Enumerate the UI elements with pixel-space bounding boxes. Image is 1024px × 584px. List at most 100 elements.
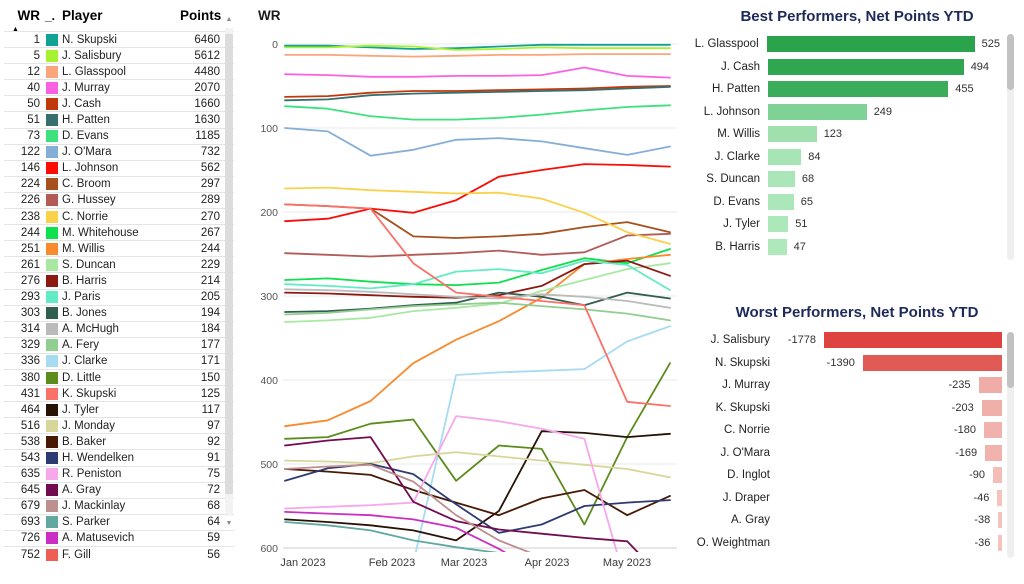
trend-line[interactable] [284,53,671,58]
table-row[interactable]: 635 R. Peniston 75 [4,465,234,482]
table-row[interactable]: 238 C. Norrie 270 [4,208,234,224]
scrollbar-thumb[interactable] [1007,34,1014,90]
positive-bar[interactable] [768,103,867,120]
bar-row[interactable]: S. Duncan 68 [690,168,1024,191]
bar-row[interactable]: N. Skupski -1390 [690,352,1024,375]
bar-row[interactable]: O. Weightman -36 [690,532,1024,555]
trend-line[interactable] [284,451,671,479]
trend-line[interactable] [284,430,671,542]
trend-line[interactable] [284,262,671,323]
bar-row[interactable]: D. Evans 65 [690,191,1024,214]
trend-line[interactable] [284,259,671,292]
bar-row[interactable]: D. Inglot -90 [690,464,1024,487]
table-row[interactable]: 293 J. Paris 205 [4,288,234,305]
trend-line[interactable] [284,104,671,121]
scroll-up-icon[interactable]: ▲ [225,16,233,23]
bar-row[interactable]: J. O'Mara -169 [690,442,1024,465]
trend-line[interactable] [284,468,671,517]
trend-line[interactable] [284,463,670,584]
scrollbar-thumb[interactable] [225,34,233,494]
table-row[interactable]: 224 C. Broom 297 [4,175,234,192]
table-row[interactable]: 752 F. Gill 56 [4,546,234,562]
table-row[interactable]: 693 S. Parker 64 [4,513,234,530]
col-header-player[interactable]: Player [62,8,103,23]
bar-row[interactable]: B. Harris 47 [690,236,1024,259]
trend-line[interactable] [284,510,670,584]
trend-line[interactable] [284,66,671,79]
table-row[interactable]: 336 J. Clarke 171 [4,352,234,369]
table-row[interactable]: 244 M. Whitehouse 267 [4,224,234,240]
trend-line[interactable] [284,362,671,526]
trend-line[interactable] [284,44,671,51]
table-row[interactable]: 726 A. Matusevich 59 [4,529,234,546]
worst-chart-scrollbar[interactable] [1007,332,1014,558]
scrollbar-track[interactable] [225,28,233,516]
table-row[interactable]: 314 A. McHugh 184 [4,320,234,337]
table-row[interactable]: 1 N. Skupski 6460 [4,31,234,47]
positive-bar[interactable] [766,36,975,53]
table-row[interactable]: 261 S. Duncan 229 [4,256,234,272]
positive-bar[interactable] [768,58,964,75]
table-row[interactable]: 431 K. Skupski 125 [4,385,234,401]
col-header-wr[interactable]: WR [17,8,41,23]
bar-row[interactable]: C. Norrie -180 [690,419,1024,442]
negative-bar[interactable] [981,399,1002,416]
trend-line[interactable] [284,415,670,584]
positive-bar[interactable] [768,81,949,98]
table-row[interactable]: 12 L. Glasspool 4480 [4,63,234,79]
positive-bar[interactable] [768,148,802,165]
table-row[interactable]: 122 J. O'Mara 732 [4,143,234,160]
positive-bar[interactable] [768,193,794,210]
table-row[interactable]: 40 J. Murray 2070 [4,79,234,95]
table-row[interactable]: 329 A. Fery 177 [4,336,234,353]
negative-bar[interactable] [978,377,1002,394]
bar-row[interactable]: J. Salisbury -1778 [690,329,1024,352]
positive-bar[interactable] [768,171,795,188]
table-row[interactable]: 380 D. Little 150 [4,368,234,385]
bar-row[interactable]: J. Murray -235 [690,374,1024,397]
bar-row[interactable]: K. Skupski -203 [690,397,1024,420]
scroll-down-icon[interactable]: ▼ [225,520,233,527]
table-row[interactable]: 303 B. Jones 194 [4,304,234,321]
table-row[interactable]: 516 J. Monday 97 [4,417,234,433]
trend-line[interactable] [284,186,671,245]
trend-line[interactable] [284,85,671,98]
table-row[interactable]: 73 D. Evans 1185 [4,127,234,144]
bar-row[interactable]: J. Clarke 84 [690,146,1024,169]
scrollbar-thumb[interactable] [1007,332,1014,388]
table-scrollbar[interactable]: ▲ ▼ [224,16,234,528]
trend-line[interactable] [284,248,671,287]
trend-line[interactable] [284,301,671,322]
best-chart-scrollbar[interactable] [1007,34,1014,260]
table-row[interactable]: 51 H. Patten 1630 [4,111,234,127]
negative-bar[interactable] [824,332,1002,349]
bar-row[interactable]: J. Draper -46 [690,487,1024,510]
table-row[interactable]: 464 J. Tyler 117 [4,401,234,417]
sort-ascending-icon[interactable]: ▲ [12,26,19,33]
trend-line[interactable] [284,521,670,584]
trend-line[interactable] [284,85,671,102]
bar-row[interactable]: M. Willis 123 [690,123,1024,146]
table-row[interactable]: 251 M. Willis 244 [4,240,234,256]
bar-row[interactable]: J. Tyler 51 [690,213,1024,236]
table-row[interactable]: 226 G. Hussey 289 [4,191,234,208]
positive-bar[interactable] [768,216,789,233]
negative-bar[interactable] [998,534,1002,551]
table-row[interactable]: 543 H. Wendelken 91 [4,449,234,465]
trend-line[interactable] [284,436,670,584]
table-row[interactable]: 50 J. Cash 1660 [4,95,234,111]
positive-bar[interactable] [768,238,787,255]
table-row[interactable]: 146 L. Johnson 562 [4,159,234,176]
trend-line[interactable] [284,203,671,239]
bar-row[interactable]: J. Cash 494 [690,56,1024,79]
positive-bar[interactable] [768,126,817,143]
table-row[interactable]: 5 J. Salisbury 5612 [4,47,234,63]
negative-bar[interactable] [862,354,1002,371]
bar-row[interactable]: L. Johnson 249 [690,101,1024,124]
trend-line[interactable] [284,203,671,407]
trend-line[interactable] [284,232,671,258]
table-row[interactable]: 538 B. Baker 92 [4,433,234,449]
table-row[interactable]: 276 B. Harris 214 [4,272,234,288]
col-header-points[interactable]: Points [180,8,222,23]
negative-bar[interactable] [985,444,1002,461]
